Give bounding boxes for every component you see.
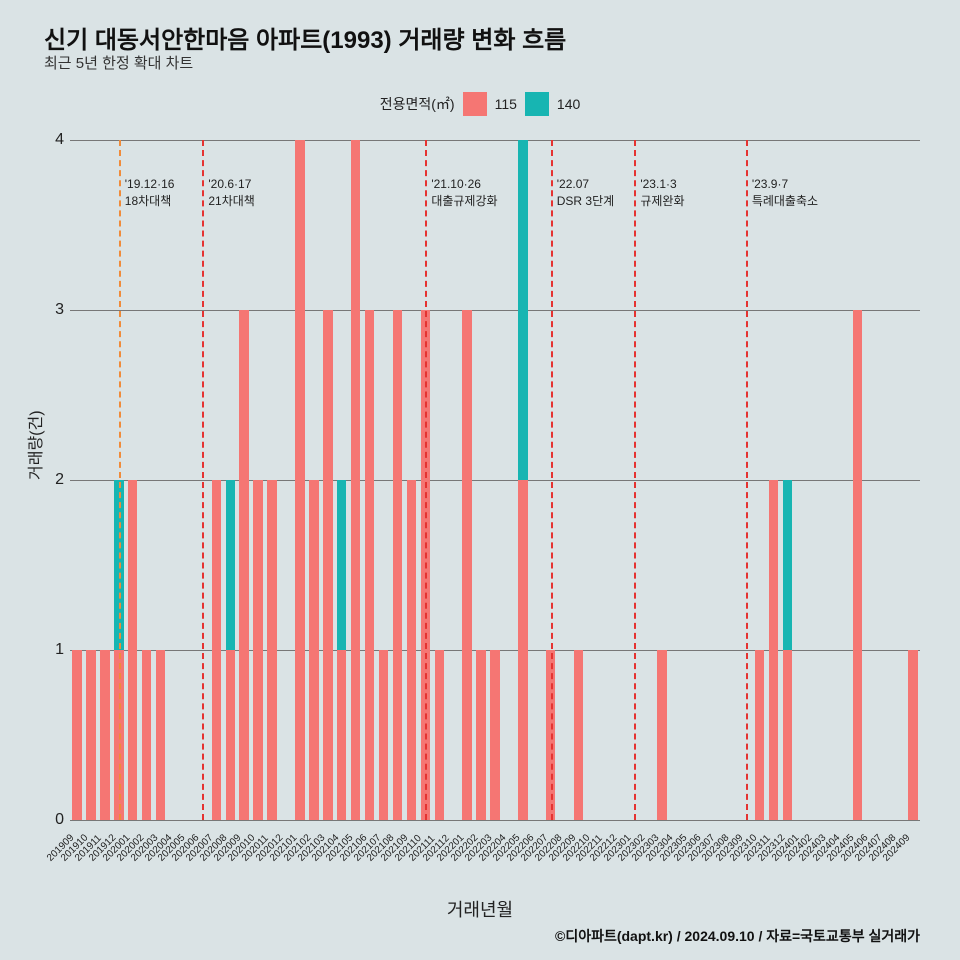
event-label: '21.10·26대출규제강화 (431, 176, 497, 210)
bar-115 (490, 650, 499, 820)
y-tick-label: 1 (40, 641, 64, 659)
bar-115 (142, 650, 151, 820)
grid-line (70, 310, 920, 311)
chart-title: 신기 대동서안한마음 아파트(1993) 거래량 변화 흐름 (44, 20, 566, 55)
bar-140 (226, 480, 235, 650)
bar-115 (769, 480, 778, 820)
y-tick-label: 4 (40, 131, 64, 149)
bar-115 (476, 650, 485, 820)
chart-subtitle: 최근 5년 한정 확대 차트 (44, 52, 193, 73)
event-label: '23.1·3규제완화 (640, 176, 684, 210)
bar-115 (253, 480, 262, 820)
credit-text: ©디아파트(dapt.kr) / 2024.09.10 / 자료=국토교통부 실… (555, 926, 920, 946)
bar-115 (100, 650, 109, 820)
grid-line (70, 480, 920, 481)
bar-115 (239, 310, 248, 820)
bar-115 (351, 140, 360, 820)
event-line (746, 140, 748, 820)
event-line (551, 140, 553, 820)
legend-item-115: 115 (495, 96, 517, 112)
bar-115 (212, 480, 221, 820)
bar-115 (657, 650, 666, 820)
y-axis-label: 거래량(건) (22, 410, 46, 480)
legend-label: 전용면적(㎡) (380, 94, 455, 114)
bar-115 (755, 650, 764, 820)
bar-115 (407, 480, 416, 820)
bar-115 (309, 480, 318, 820)
chart-container: 신기 대동서안한마음 아파트(1993) 거래량 변화 흐름 최근 5년 한정 … (0, 0, 960, 960)
bar-115 (337, 650, 346, 820)
bar-115 (295, 140, 304, 820)
bar-140 (337, 480, 346, 650)
event-line (425, 140, 427, 820)
legend-swatch-115 (463, 92, 487, 116)
legend: 전용면적(㎡) 115 140 (0, 92, 960, 116)
bar-115 (435, 650, 444, 820)
bar-115 (518, 480, 527, 820)
bar-115 (462, 310, 471, 820)
y-tick-label: 3 (40, 301, 64, 319)
event-label: '20.6·1721차대책 (208, 176, 254, 210)
bar-115 (72, 650, 81, 820)
bar-115 (393, 310, 402, 820)
bar-115 (323, 310, 332, 820)
bar-115 (128, 480, 137, 820)
bar-115 (226, 650, 235, 820)
y-tick-label: 0 (40, 811, 64, 829)
bar-115 (365, 310, 374, 820)
event-label: '23.9·7특례대출축소 (752, 176, 818, 210)
bar-140 (518, 140, 527, 480)
bar-115 (156, 650, 165, 820)
bar-115 (853, 310, 862, 820)
legend-swatch-140 (525, 92, 549, 116)
x-axis-label: 거래년월 (0, 896, 960, 922)
event-line (634, 140, 636, 820)
event-line (202, 140, 204, 820)
event-label: '19.12·1618차대책 (125, 176, 175, 210)
event-line (119, 140, 121, 820)
legend-item-140: 140 (557, 96, 580, 112)
bar-140 (783, 480, 792, 650)
bar-115 (267, 480, 276, 820)
grid-line (70, 140, 920, 141)
plot-area: 0123420190920191020191120191220200120200… (70, 140, 920, 820)
bar-115 (86, 650, 95, 820)
event-label: '22.07DSR 3단계 (557, 176, 614, 210)
grid-line (70, 820, 920, 821)
bar-115 (908, 650, 917, 820)
bar-115 (574, 650, 583, 820)
bar-115 (783, 650, 792, 820)
bar-115 (379, 650, 388, 820)
